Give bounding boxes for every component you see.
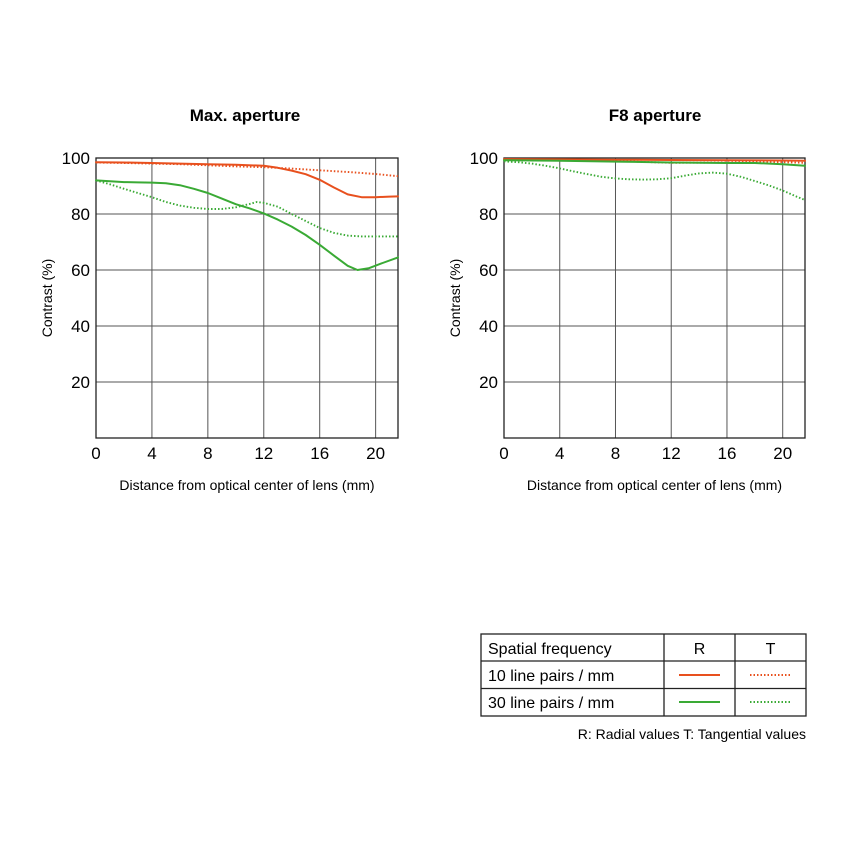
- y-tick-label: 40: [479, 317, 498, 336]
- legend-table: Spatial frequency R T 10 line pairs / mm…: [480, 633, 807, 742]
- x-tick-label: 0: [91, 444, 100, 463]
- y-tick-label: 20: [479, 373, 498, 392]
- series-orange-radial-line: [503, 158, 806, 162]
- x-tick-label: 16: [310, 444, 329, 463]
- y-tick-label: 60: [71, 261, 90, 280]
- y-tick-label: 20: [71, 373, 90, 392]
- series-green-tangential-line: [95, 179, 398, 238]
- x-tick-label: 20: [366, 444, 385, 463]
- y-axis-label: Contrast (%): [447, 259, 463, 338]
- x-tick-label: 8: [203, 444, 212, 463]
- x-axis-label: Distance from optical center of lens (mm…: [527, 477, 782, 493]
- y-tick-label: 80: [71, 205, 90, 224]
- series-green-tangential-line: [503, 160, 806, 201]
- chart-max-aperture: Max. aperture 0 4 8 12 16 20 20 40 60 80 100 Distanc…: [39, 106, 399, 493]
- x-tick-label: 4: [147, 444, 156, 463]
- legend-note: R: Radial values T: Tangential values: [578, 726, 806, 742]
- chart-title: Max. aperture: [190, 106, 301, 125]
- x-tick-label: 8: [611, 444, 620, 463]
- chart-f8-aperture: F8 aperture 0 4 8 12 16 20 20 40 60 80 100 Distance …: [447, 106, 806, 493]
- plot-frame: [95, 157, 399, 439]
- x-tick-label: 20: [773, 444, 792, 463]
- legend-header-frequency: Spatial frequency: [488, 641, 612, 658]
- legend-header-radial: R: [694, 641, 706, 658]
- series-green-radial-line: [503, 159, 806, 167]
- series-green-radial-line: [95, 179, 399, 271]
- y-tick-label: 60: [479, 261, 498, 280]
- x-tick-label: 12: [662, 444, 681, 463]
- legend-header-tangential: T: [766, 641, 776, 658]
- y-axis-label: Contrast (%): [39, 259, 55, 338]
- legend-row-10lp-label: 10 line pairs / mm: [488, 668, 614, 685]
- x-tick-label: 12: [254, 444, 273, 463]
- x-tick-label: 4: [555, 444, 564, 463]
- plot-frame: [503, 157, 806, 439]
- y-tick-label: 100: [62, 149, 90, 168]
- y-tick-label: 80: [479, 205, 498, 224]
- chart-title: F8 aperture: [609, 106, 702, 125]
- y-tick-label: 100: [470, 149, 498, 168]
- y-tick-label: 40: [71, 317, 90, 336]
- x-tick-label: 16: [718, 444, 737, 463]
- series-orange-tangential-line: [95, 161, 399, 178]
- x-tick-label: 0: [499, 444, 508, 463]
- x-axis-label: Distance from optical center of lens (mm…: [119, 477, 374, 493]
- legend-border: [480, 633, 807, 717]
- legend-row-30lp-label: 30 line pairs / mm: [488, 695, 614, 712]
